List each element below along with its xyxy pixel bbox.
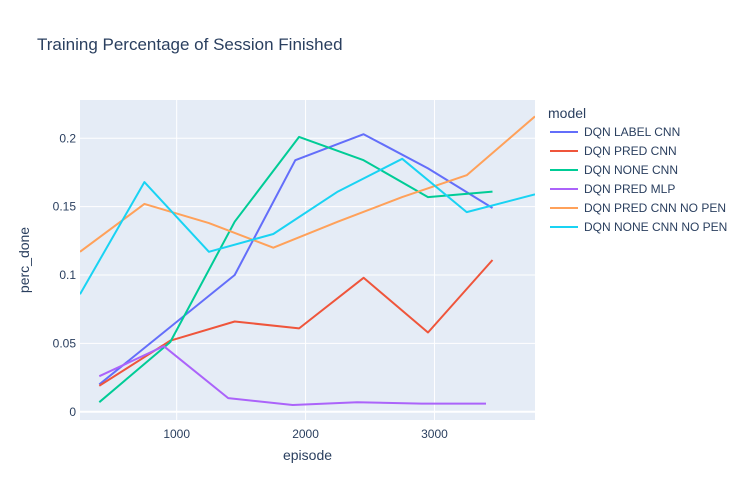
legend[interactable]: model DQN LABEL CNN DQN PRED CNN DQN NONE … [548,105,727,234]
legend-label: DQN LABEL CNN [584,125,680,139]
y-tick-label: 0.15 [53,200,77,214]
plot-area [80,100,535,420]
x-tick-label: 3000 [421,427,448,441]
legend-label: DQN NONE CNN [584,163,678,177]
y-axis-ticks: 0 0.05 0.1 0.15 0.2 [53,131,77,419]
legend-item-dqn-pred-mlp[interactable]: DQN PRED MLP [550,182,675,196]
series-line-dqn-none-cnn [98,135,493,403]
legend-label: DQN PRED MLP [584,182,675,196]
legend-item-dqn-pred-cnn[interactable]: DQN PRED CNN [550,144,677,158]
series-line-dqn-pred-cnn-no-pen [80,115,535,253]
legend-item-dqn-pred-cnn-no-pen[interactable]: DQN PRED CNN NO PEN [550,201,726,215]
legend-label: DQN PRED CNN NO PEN [584,201,726,215]
x-tick-label: 1000 [163,427,190,441]
series-line-dqn-none-cnn-no-pen [80,157,535,295]
x-axis-ticks: 1000 2000 3000 [163,427,448,441]
legend-title: model [548,105,586,121]
legend-label: DQN NONE CNN NO PEN [584,220,727,234]
x-tick-label: 2000 [292,427,319,441]
series-line-dqn-pred-mlp [98,345,486,406]
y-tick-label: 0.1 [59,268,76,282]
x-axis-title: episode [283,447,332,463]
legend-item-dqn-none-cnn[interactable]: DQN NONE CNN [550,163,678,177]
y-tick-label: 0.05 [53,336,77,350]
legend-label: DQN PRED CNN [584,144,677,158]
chart-title: Training Percentage of Session Finished [37,35,343,54]
legend-item-dqn-label-cnn[interactable]: DQN LABEL CNN [550,125,680,139]
y-axis-title: perc_done [16,227,32,293]
y-tick-label: 0.2 [59,131,76,145]
legend-item-dqn-none-cnn-no-pen[interactable]: DQN NONE CNN NO PEN [550,220,727,234]
y-tick-label: 0 [69,405,76,419]
series-lines [80,115,535,406]
